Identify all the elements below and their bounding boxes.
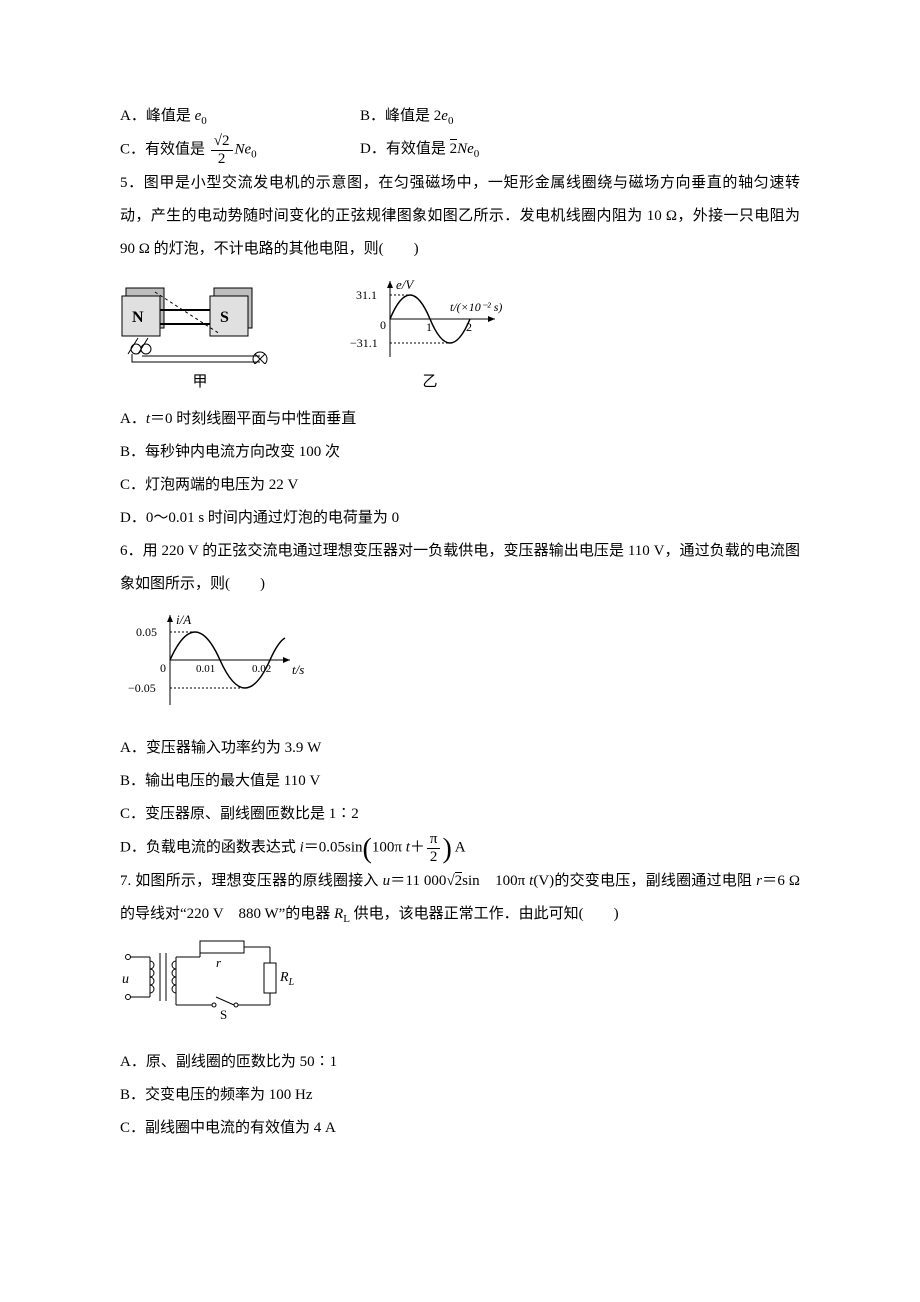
magnet-N: N (132, 309, 144, 326)
xtick2: 2 (466, 320, 472, 334)
q7-figure: u r RL S (120, 937, 800, 1040)
q4-optA-sub: 0 (201, 115, 207, 127)
q4-optB-label: B．峰值是 2 (360, 108, 441, 124)
q4-optC-num: √2 (211, 133, 233, 151)
q4-optC: C．有效值是 √22Ne0 (120, 133, 360, 167)
y-max: 31.1 (356, 288, 377, 302)
q6-optA: A．变压器输入功率约为 3.9 W (120, 732, 800, 765)
q4-optC-label: C．有效值是 (120, 142, 209, 158)
q7-optB: B．交变电压的频率为 100 Hz (120, 1079, 800, 1112)
q7-optA: A．原、副线圈的匝数比为 50∶1 (120, 1046, 800, 1079)
q5-figures: N S 甲 (120, 274, 800, 399)
q4-optA: A．峰值是 e0 (120, 100, 360, 133)
q5-fig2: 31.1 −31.1 0 e/V t/(×10⁻² s) 1 2 乙 (340, 274, 520, 399)
q4-optB-var: e (441, 108, 448, 124)
q6-figure: 0.05 −0.05 0 i/A t/s 0.01 0.02 (120, 605, 800, 728)
x-axis-label: t/s (292, 662, 304, 677)
xtick1: 0.01 (196, 663, 215, 675)
q6-optC: C．变压器原、副线圈匝数比是 1∶2 (120, 798, 800, 831)
q4-optD-sub: 0 (474, 148, 480, 160)
y-max: 0.05 (136, 625, 157, 639)
r-label: r (216, 955, 222, 970)
q5-fig1-cap: 甲 (192, 366, 207, 399)
q5-stem: 5．图甲是小型交流发电机的示意图，在匀强磁场中，一矩形金属线圈绕与磁场方向垂直的… (120, 167, 800, 266)
q6-optD: D．负载电流的函数表达式 i＝0.05sin(100π t＋π2) A (120, 831, 800, 865)
q4-optD: D．有效值是 2Ne0 √2 (360, 133, 479, 167)
q4-optC-sub: 0 (251, 149, 257, 161)
q7-stem: 7. 如图所示，理想变压器的原线圈接入 u＝11 000√2sin 100π t… (120, 865, 800, 931)
xtick2: 0.02 (252, 663, 271, 675)
xtick1: 1 (426, 320, 432, 334)
q4-optA-label: A．峰值是 (120, 108, 195, 124)
q5-optB: B．每秒钟内电流方向改变 100 次 (120, 436, 800, 469)
q6-optB: B．输出电压的最大值是 110 V (120, 765, 800, 798)
u-label: u (122, 972, 129, 987)
q4-optC-tail: Ne (235, 142, 252, 158)
y-min: −31.1 (350, 336, 378, 350)
q5-fig2-cap: 乙 (422, 366, 437, 399)
q4-optB: B．峰值是 2e0 (360, 100, 453, 133)
transformer-circuit: u r RL S (120, 937, 310, 1027)
RL-label: RL (279, 970, 295, 988)
y-zero: 0 (380, 318, 386, 332)
q4-optB-sub: 0 (448, 115, 454, 127)
emf-sine-chart: 31.1 −31.1 0 e/V t/(×10⁻² s) 1 2 (340, 274, 520, 364)
y-axis-label: e/V (396, 277, 415, 292)
magnet-S: S (220, 309, 229, 326)
q4-optD-label: D．有效值是 (360, 141, 450, 157)
q4-row1: A．峰值是 e0 B．峰值是 2e0 (120, 100, 800, 133)
S-label: S (220, 1007, 227, 1022)
y-min: −0.05 (128, 681, 156, 695)
q5-fig1: N S 甲 (120, 274, 280, 399)
y-zero: 0 (160, 661, 166, 675)
generator-diagram: N S (120, 274, 280, 364)
q5-optD: D．0～0.01 s 时间内通过灯泡的电荷量为 0 (120, 502, 800, 535)
q6-stem: 6．用 220 V 的正弦交流电通过理想变压器对一负载供电，变压器输出电压是 1… (120, 535, 800, 601)
current-sine-chart: 0.05 −0.05 0 i/A t/s 0.01 0.02 (120, 605, 310, 715)
q4-optD-tail: Ne (457, 141, 474, 157)
x-axis-label: t/(×10⁻² s) (450, 300, 502, 314)
q7-optC: C．副线圈中电流的有效值为 4 A (120, 1112, 800, 1145)
q4-optC-den: 2 (211, 151, 233, 168)
y-axis-label: i/A (176, 612, 191, 627)
q4-row2: C．有效值是 √22Ne0 D．有效值是 2Ne0 √2 (120, 133, 800, 167)
q5-optA: A．t＝0 时刻线圈平面与中性面垂直 (120, 403, 800, 436)
q5-optC: C．灯泡两端的电压为 22 V (120, 469, 800, 502)
